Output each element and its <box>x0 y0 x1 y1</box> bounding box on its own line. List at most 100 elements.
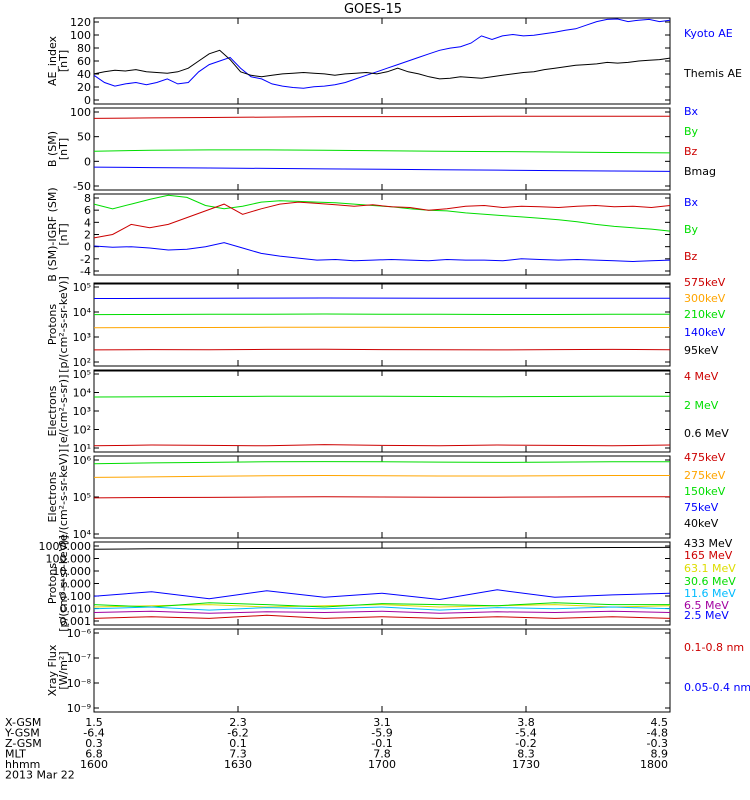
y-axis-label: AE_index <box>46 35 59 86</box>
y-tick-label: 0 <box>84 94 91 107</box>
footer-value: -6.2 <box>227 727 248 740</box>
panel-electrons_kev: 10⁴ 10⁵ 10⁶ Electrons[e/(cm²-s-sr-keV)] 475k… <box>46 449 726 545</box>
y-tick-label: 80 <box>77 42 91 55</box>
y-tick-label: -4 <box>80 265 91 278</box>
y-axis-label: Xray Flux <box>46 644 59 696</box>
y-tick-label: 10¹ <box>73 442 91 455</box>
series-line-bz <box>93 201 671 239</box>
y-tick-label: 20 <box>77 81 91 94</box>
series-line-300kev <box>93 326 670 329</box>
y-tick-label: 4 <box>84 216 91 229</box>
orbit-footer: X-GSM 1.5 2.3 3.1 3.8 4.5 Y-GSM -6.4 -6.2 -5.9 -5.… <box>4 716 668 782</box>
y-tick-label: 10³ <box>73 331 91 344</box>
series-line-2-5-mev <box>93 589 671 601</box>
y-axis-label: [p/(cm²-s-sr-keV)] <box>57 535 70 632</box>
y-tick-label: 1.000 <box>60 578 92 591</box>
footer-value: 7.8 <box>373 748 391 761</box>
series-line-by <box>93 149 671 154</box>
y-tick-label: 0.100 <box>60 590 92 603</box>
footer-value: -5.4 <box>515 727 536 740</box>
series-line-575kev <box>93 348 671 351</box>
legend-bmag: Bmag <box>684 165 716 178</box>
y-axis-label: [nT] <box>57 223 70 245</box>
footer-value: 1800 <box>640 758 668 771</box>
panel-xray: 10⁻⁹ 10⁻⁸ 10⁻⁷ 10⁻⁶ Xray Flux[W/m²] 0.1-0.8 n… <box>46 627 750 715</box>
panel-frame <box>93 282 671 367</box>
legend-95kev: 95keV <box>684 344 719 357</box>
y-tick-label: 10⁵ <box>73 368 91 381</box>
footer-value: -0.3 <box>647 737 668 750</box>
legend-6-5-mev: 6.5 MeV <box>684 599 729 612</box>
legend-75kev: 75keV <box>684 501 719 514</box>
series-line-bx <box>93 166 671 172</box>
footer-value: -0.1 <box>371 737 392 750</box>
series-line-475kev <box>93 496 670 499</box>
y-tick-label: 10⁻⁹ <box>67 702 91 715</box>
series-line-275kev <box>93 474 670 478</box>
series-line-kyoto-ae <box>93 18 671 89</box>
plot-title: GOES-15 <box>344 2 402 17</box>
legend-210kev: 210keV <box>684 308 726 321</box>
footer-value: 1700 <box>368 758 396 771</box>
legend-150kev: 150keV <box>684 485 726 498</box>
y-tick-label: 10² <box>73 424 91 437</box>
footer-label: Y-GSM <box>4 727 40 740</box>
series-line-4-mev <box>93 444 671 447</box>
legend-140kev: 140keV <box>684 326 726 339</box>
y-axis-label: B (SM)-IGRF (SM) <box>46 187 59 281</box>
legend-11-6-mev: 11.6 MeV <box>684 587 736 600</box>
y-tick-label: -50 <box>73 180 91 193</box>
footer-value: 2.3 <box>229 716 247 729</box>
panel-protons_mev: 0.0010.0100.1001.00010.000100.0001000.00… <box>39 535 737 632</box>
y-axis-label: Electrons <box>46 385 59 436</box>
legend-bx: Bx <box>684 196 699 209</box>
panel-protons_kev: 10² 10³ 10⁴ 10⁵ Protons[p/(cm²-s-sr-keV)] 575… <box>46 276 726 373</box>
y-tick-label: 100 <box>70 106 91 119</box>
y-axis-label: B (SM) <box>46 131 59 167</box>
y-axis-label: Protons <box>46 563 59 604</box>
footer-value: 1.5 <box>85 716 103 729</box>
footer-value: 1730 <box>512 758 540 771</box>
y-tick-label: 10⁵ <box>73 281 91 294</box>
footer-value: -0.2 <box>515 737 536 750</box>
series-line-2-mev <box>93 395 670 398</box>
panel-frame <box>93 628 671 713</box>
footer-value: -4.8 <box>647 727 668 740</box>
legend-2-5-mev: 2.5 MeV <box>684 609 729 622</box>
legend-275kev: 275keV <box>684 469 726 482</box>
footer-value: 8.3 <box>517 748 535 761</box>
y-tick-label: 1000.000 <box>39 540 92 553</box>
y-tick-label: 0.001 <box>60 615 92 628</box>
series-line-165-mev <box>93 614 671 619</box>
footer-date: 2013 Mar 22 <box>5 769 75 782</box>
series-line-bz <box>93 115 670 119</box>
panel-electrons_mev: 10¹ 10² 10³ 10⁴ 10⁵ Electrons[e/(cm²-s-sr)] 4 … <box>46 368 729 455</box>
y-tick-label: 100.000 <box>46 553 92 566</box>
series-line-30-6-mev <box>93 602 670 608</box>
legend-40kev: 40keV <box>684 517 719 530</box>
legend-bx: Bx <box>684 105 699 118</box>
y-axis-label: [W/m²] <box>57 651 70 689</box>
legend-bz: Bz <box>684 145 698 158</box>
series-line-140kev <box>93 297 670 299</box>
legend-by: By <box>684 223 699 236</box>
legend-165-mev: 165 MeV <box>684 549 733 562</box>
panel-frame <box>93 107 671 191</box>
legend-300kev: 300keV <box>684 292 726 305</box>
y-tick-label: 120 <box>70 16 91 29</box>
y-tick-label: 40 <box>77 68 91 81</box>
series-line-by <box>93 194 671 232</box>
y-tick-label: 10.000 <box>53 565 92 578</box>
y-tick-label: 60 <box>77 55 91 68</box>
y-axis-label: [p/(cm²-s-sr-keV)] <box>57 276 70 373</box>
footer-label: MLT <box>5 748 26 761</box>
y-tick-label: 10⁶ <box>73 454 92 467</box>
y-tick-label: 10⁴ <box>73 387 92 400</box>
legend-bz: Bz <box>684 250 698 263</box>
legend-0-05-0-4-nm: 0.05-0.4 nm <box>684 681 750 694</box>
footer-value: -6.4 <box>83 727 104 740</box>
series-line-bx <box>93 242 671 263</box>
